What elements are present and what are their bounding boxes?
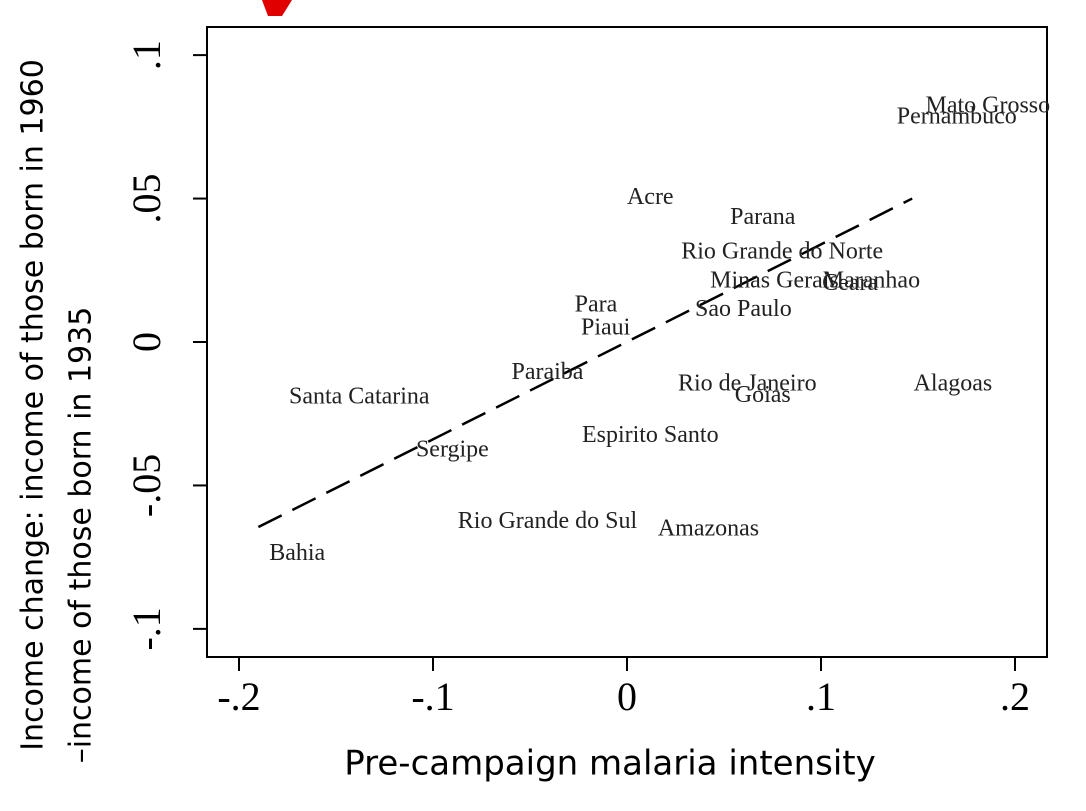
point-label: Paraiba: [511, 359, 583, 385]
point-label: Rio Grande do Sul: [458, 508, 638, 534]
x-tick-label: .2: [1000, 674, 1030, 719]
x-axis-title: Pre-campaign malaria intensity: [344, 744, 875, 784]
point-label: Parana: [730, 204, 796, 230]
point-label: Mato Grosso: [925, 92, 1050, 118]
trend-line: [257, 197, 913, 529]
point-label: Piaui: [581, 315, 631, 341]
y-axis-title: Income change: income of those born in 1…: [16, 59, 51, 751]
x-tick-label: -.1: [411, 674, 454, 719]
point-label: Ceara: [822, 270, 878, 296]
decoration: [262, 0, 292, 16]
point-label: Maranhao: [823, 267, 920, 293]
point-label: Rio de Janeiro: [678, 371, 817, 397]
point-label: Pernambuco: [897, 104, 1017, 130]
y-tick-label: .1: [124, 40, 169, 70]
point-label: Acre: [627, 184, 674, 210]
point-label: Espirito Santo: [582, 422, 719, 448]
x-tick-label: -.2: [217, 674, 260, 719]
x-tick-label: .1: [806, 674, 836, 719]
point-label: Para: [575, 292, 618, 318]
point-label: Rio Grande do Norte: [681, 239, 883, 265]
point-label: Sao Paulo: [695, 296, 792, 322]
point-label: Sergipe: [416, 437, 489, 463]
y-tick-label: .05: [124, 174, 169, 224]
y-tick-label: 0: [124, 332, 169, 352]
x-tick-label: 0: [617, 674, 637, 719]
point-label: Santa Catarina: [289, 383, 430, 409]
point-label: Amazonas: [658, 515, 759, 541]
y-axis-title: –income of those born in 1935: [64, 307, 99, 764]
point-label: Goias: [735, 382, 791, 408]
point-label: Bahia: [269, 540, 325, 566]
point-label: Alagoas: [914, 371, 993, 397]
y-tick-label: -.1: [124, 607, 169, 650]
point-label: Minas Gerais: [710, 267, 839, 293]
y-tick-label: -.05: [124, 454, 169, 517]
